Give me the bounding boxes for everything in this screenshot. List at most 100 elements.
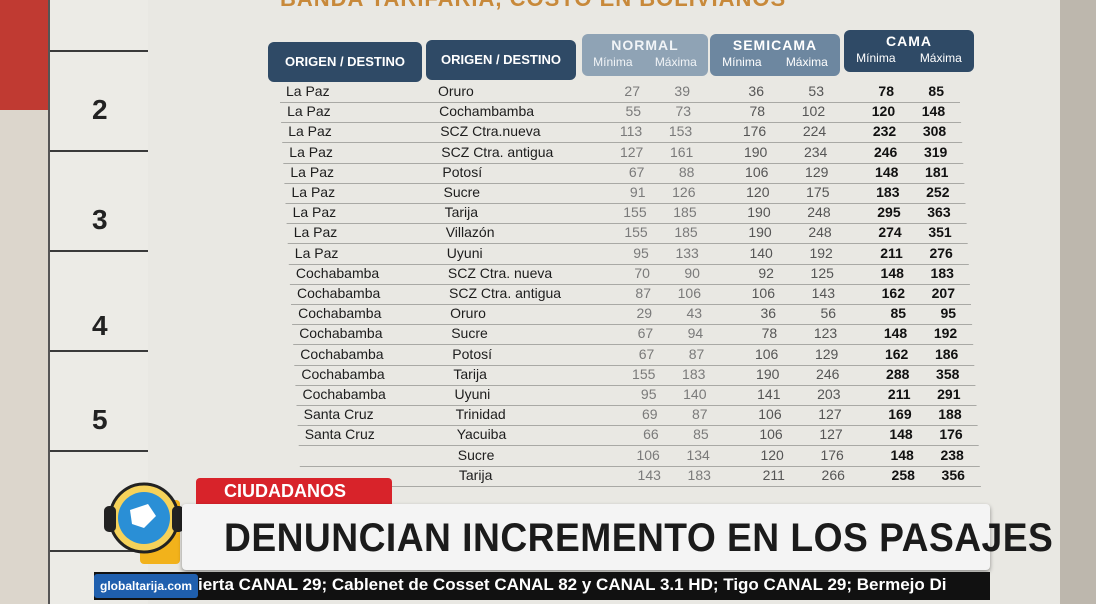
ruler-cell: 5 <box>50 352 160 452</box>
cell-d: Yacuiba <box>456 426 507 443</box>
cell-s2: 266 <box>821 466 845 483</box>
cell-s2: 125 <box>810 264 834 281</box>
cell-c1: 162 <box>881 285 905 301</box>
cell-s1: 106 <box>745 163 769 180</box>
cell-s1: 78 <box>749 103 766 120</box>
row-divider <box>297 425 978 427</box>
row-divider <box>291 304 971 305</box>
cell-o: Cochabamba <box>297 285 381 301</box>
table-row: Santa Cruz Trinidad 69 87 106 127 169 188 <box>297 403 978 427</box>
cell-n2: 161 <box>669 143 694 160</box>
cell-s2: 192 <box>809 244 833 261</box>
header-cama: CAMA Mínima Máxima <box>844 30 974 72</box>
cell-c1: 148 <box>889 426 913 443</box>
cell-n1: 113 <box>619 123 643 140</box>
header-normal-min: Mínima <box>593 55 633 69</box>
cell-n1: 55 <box>625 103 642 120</box>
cell-c1: 211 <box>887 386 911 402</box>
header-destination: ORIGEN / DESTINO <box>426 40 576 80</box>
ticker-text: ierta CANAL 29; Cablenet de Cosset CANAL… <box>198 575 947 594</box>
cell-c2: 308 <box>922 123 947 140</box>
cell-d: Sucre <box>451 325 488 342</box>
ruler-cell: 2 <box>50 52 160 152</box>
header-normal: NORMAL Mínima Máxima <box>582 34 708 76</box>
row-divider <box>288 263 969 265</box>
cell-d: Tarija <box>444 204 479 221</box>
row-divider <box>282 142 963 144</box>
cell-n1: 155 <box>624 224 648 241</box>
cell-d: Uyuni <box>454 386 491 402</box>
cell-s2: 234 <box>803 143 828 160</box>
cell-n2: 140 <box>683 386 707 402</box>
table-row: Santa Cruz Yacuiba 66 85 106 127 148 176 <box>298 423 979 447</box>
cell-s2: 248 <box>808 224 832 241</box>
cell-o: La Paz <box>290 163 334 180</box>
cell-n1: 67 <box>628 163 645 180</box>
cell-c1: 148 <box>880 264 904 281</box>
cell-c2: 176 <box>939 426 963 443</box>
cell-s2: 248 <box>807 204 831 221</box>
table-row: Tarija 143 183 211 266 258 356 <box>300 464 981 487</box>
category-tag: CIUDADANOS <box>196 478 392 504</box>
cell-s2: 56 <box>820 305 837 322</box>
row-divider <box>295 384 976 386</box>
row-divider <box>286 223 967 225</box>
header-cama-max: Máxima <box>919 51 962 65</box>
cell-d: SCZ Ctra.nueva <box>440 123 541 140</box>
news-ticker: globaltarija.com ierta CANAL 29; Cablene… <box>94 572 990 600</box>
cell-n1: 155 <box>623 204 647 221</box>
cell-c1: 85 <box>890 305 907 322</box>
cell-n1: 66 <box>643 426 659 443</box>
cell-s2: 102 <box>801 103 826 120</box>
cell-n2: 90 <box>684 264 700 281</box>
cell-c1: 78 <box>878 83 894 99</box>
cell-o: Cochabamba <box>298 305 382 322</box>
cell-o: La Paz <box>288 123 332 140</box>
cell-n2: 183 <box>687 466 711 483</box>
cell-n2: 134 <box>686 446 710 463</box>
cell-d: SCZ Ctra. antigua <box>441 143 554 160</box>
row-divider <box>287 243 968 245</box>
cell-c2: 363 <box>927 204 951 221</box>
cell-o: La Paz <box>292 204 337 221</box>
cell-n1: 70 <box>634 264 650 281</box>
cell-d: Uyuni <box>446 244 483 261</box>
cell-o: La Paz <box>291 184 336 200</box>
cell-d: Sucre <box>443 184 481 200</box>
cell-c2: 207 <box>931 285 955 301</box>
header-semicama-min: Mínima <box>722 55 762 69</box>
cell-s2: 143 <box>811 285 835 301</box>
table-row: Cochabamba Potosí 67 87 106 129 162 186 <box>294 343 975 366</box>
cell-c2: 276 <box>929 244 953 261</box>
cell-n2: 94 <box>687 325 704 342</box>
cell-d: SCZ Ctra. nueva <box>447 264 553 281</box>
cell-d: Oruro <box>450 305 486 322</box>
cell-s1: 120 <box>746 184 770 200</box>
cell-n1: 95 <box>640 386 657 402</box>
site-badge: globaltarija.com <box>94 574 199 598</box>
cell-n1: 87 <box>635 285 651 301</box>
cell-c2: 186 <box>934 345 959 362</box>
cell-d: Cochambamba <box>439 103 535 120</box>
cell-d: SCZ Ctra. antigua <box>449 285 562 301</box>
cell-s2: 224 <box>802 123 827 140</box>
cell-s1: 190 <box>747 204 771 221</box>
cell-s1: 106 <box>758 406 782 423</box>
cell-n1: 91 <box>629 184 646 200</box>
row-divider <box>289 283 970 285</box>
table-row: Cochabamba Tarija 155 183 190 246 288 358 <box>295 363 976 386</box>
cell-n2: 185 <box>674 224 698 241</box>
cell-c2: 358 <box>936 365 960 382</box>
table-row: La Paz Tarija 155 185 190 248 295 363 <box>286 201 967 225</box>
cell-d: Tarija <box>453 365 487 382</box>
cell-s1: 36 <box>748 83 764 99</box>
cell-d: Oruro <box>438 83 474 99</box>
cell-c1: 274 <box>878 224 902 241</box>
table-row: La Paz Potosí 67 88 106 129 148 181 <box>284 161 965 184</box>
cell-n2: 133 <box>675 244 699 261</box>
header-normal-title: NORMAL <box>611 37 679 53</box>
cell-n1: 29 <box>636 305 653 322</box>
cell-n1: 106 <box>636 446 660 463</box>
cell-d: Potosí <box>452 345 493 362</box>
row-divider <box>299 465 980 467</box>
